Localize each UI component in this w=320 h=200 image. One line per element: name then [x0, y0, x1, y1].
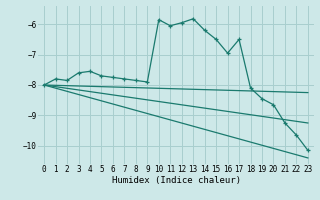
X-axis label: Humidex (Indice chaleur): Humidex (Indice chaleur)	[111, 176, 241, 185]
